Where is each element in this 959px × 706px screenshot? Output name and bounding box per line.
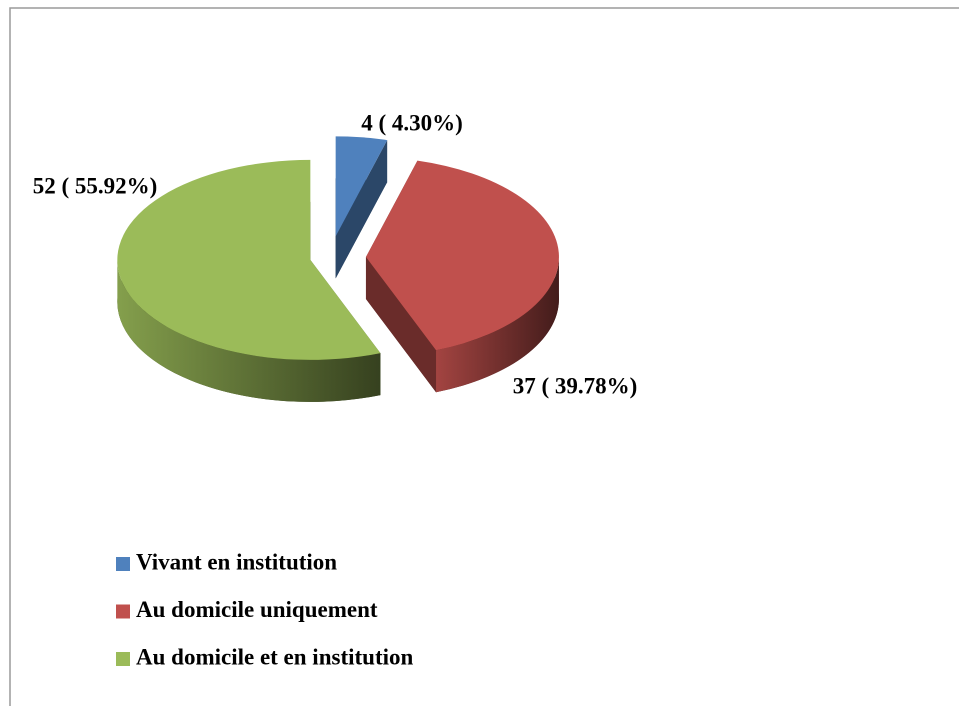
legend-label: Vivant en institution: [136, 549, 337, 574]
legend-label: Au domicile uniquement: [136, 597, 378, 622]
data-label: 4 ( 4.30%): [361, 110, 463, 135]
slice-cut-face: [365, 257, 437, 393]
chart-frame: [9, 7, 959, 706]
labels: 4 ( 4.30%) 37 ( 39.78%) 52 ( 55.92%): [33, 110, 638, 398]
slice: [117, 159, 381, 360]
slice-cut-face: [335, 140, 388, 279]
slice-wall: [117, 259, 381, 402]
slice: [335, 136, 388, 237]
pie: [117, 136, 559, 402]
slice: [365, 160, 559, 351]
legend-swatch: [116, 604, 130, 619]
legend-swatch: [116, 557, 130, 571]
data-label: 52 ( 55.92%): [33, 173, 158, 198]
data-label: 37 ( 39.78%): [513, 373, 638, 398]
legend-label: Au domicile et en institution: [136, 644, 413, 669]
slice-wall: [436, 257, 559, 393]
legend: Vivant en institution Au domicile uniquem…: [116, 549, 413, 669]
legend-swatch: [116, 652, 130, 666]
